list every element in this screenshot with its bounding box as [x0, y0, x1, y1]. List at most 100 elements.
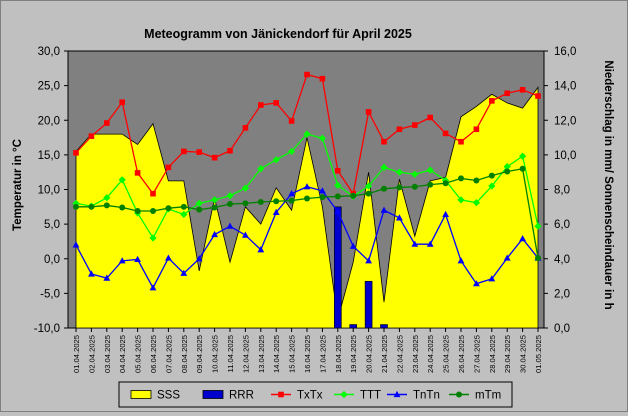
- x-tick-label: 04.04.2025: [118, 335, 127, 373]
- ttt-point: [426, 166, 434, 174]
- txtx-point: [73, 149, 79, 156]
- mtm-point: [350, 192, 357, 199]
- ttt-point: [272, 156, 280, 164]
- tntn-point: [349, 242, 357, 249]
- mtm-legend-marker: [456, 391, 462, 398]
- y2-tick-label: 12,0: [554, 115, 576, 127]
- tntn-point: [319, 187, 326, 194]
- tntn-point: [380, 206, 388, 213]
- y-tick-label: -10,0: [34, 323, 60, 335]
- mtm-point: [211, 204, 218, 211]
- txtx-point: [396, 126, 403, 133]
- tntn-point: [488, 275, 496, 282]
- txtx-point: [273, 100, 279, 106]
- tntn-point: [396, 214, 403, 221]
- txtx-point: [365, 109, 372, 115]
- rrr-legend-label: RRR: [229, 390, 254, 402]
- tntn-point: [149, 284, 157, 291]
- x-tick-label: 22.04.2025: [395, 335, 404, 373]
- x-tick-label: 28.04.2025: [488, 335, 497, 373]
- ttt-point: [365, 182, 373, 190]
- x-tick-label: 11.04.2025: [226, 335, 235, 372]
- y-axis-label: Temperatur in °C: [12, 139, 24, 231]
- txtx-point: [535, 93, 541, 99]
- mtm-point: [504, 168, 511, 175]
- x-tick-label: 21.04.2025: [380, 335, 389, 373]
- mtm-point: [103, 202, 110, 209]
- x-tick-label: 19.04.2025: [349, 335, 358, 373]
- ttt-point: [149, 234, 157, 242]
- x-tick-label: 06.04.2025: [149, 335, 158, 373]
- x-tick-label: 10.04.2025: [211, 335, 220, 373]
- y2-tick-label: 16,0: [554, 46, 576, 58]
- tntn-legend-marker: [393, 390, 401, 398]
- mtm-point: [119, 204, 126, 211]
- rrr-bar: [349, 324, 358, 329]
- mtm-point: [180, 203, 187, 210]
- tntn-point: [272, 208, 280, 215]
- x-tick-label: 15.04.2025: [288, 335, 297, 373]
- txtx-point: [381, 138, 387, 145]
- tntn-point: [519, 235, 526, 242]
- mtm-point: [488, 172, 495, 179]
- y2-tick-label: 6,0: [554, 219, 570, 231]
- y-tick-label: 20,0: [38, 115, 60, 127]
- mtm-point: [365, 190, 372, 197]
- mtm-point: [396, 184, 403, 191]
- x-tick-label: 12.04.2025: [241, 335, 250, 373]
- txtx-point: [242, 125, 249, 131]
- tntn-point: [226, 222, 234, 229]
- tntn-point: [411, 240, 419, 247]
- txtx-legend-marker: [278, 391, 284, 398]
- mtm-point: [88, 203, 95, 210]
- txtx-point: [258, 102, 264, 108]
- mtm-point: [535, 255, 541, 262]
- tntn-point: [165, 254, 172, 261]
- tntn-point: [426, 240, 434, 247]
- ttt-legend-label: TTT: [360, 390, 381, 402]
- tntn-point: [103, 274, 111, 281]
- tntn-point: [72, 241, 80, 248]
- ttt-point: [318, 134, 326, 142]
- x-tick-label: 16.04.2025: [303, 335, 312, 373]
- x-tick-label: 03.04.2025: [103, 335, 112, 373]
- txtx-point: [442, 130, 449, 137]
- tntn-point: [180, 269, 188, 276]
- y-tick-label: 0,0: [44, 254, 60, 266]
- x-tick-label: 29.04.2025: [503, 335, 512, 373]
- txtx-point: [504, 90, 510, 97]
- y2-tick-label: 10,0: [554, 150, 576, 162]
- mtm-point: [257, 198, 264, 205]
- y2-tick-label: 0,0: [554, 323, 570, 335]
- ttt-point: [380, 163, 388, 171]
- y2-tick-label: 8,0: [554, 185, 570, 197]
- tntn-point: [257, 246, 265, 253]
- tntn-point: [288, 190, 295, 197]
- ttt-point: [211, 196, 219, 204]
- y2-axis-label: Niederschlag in mm/ Sonnenscheindauer in…: [602, 60, 614, 309]
- y-tick-label: 15,0: [38, 150, 60, 162]
- tntn-point: [457, 257, 465, 264]
- tntn-point: [303, 183, 311, 190]
- ttt-point: [118, 176, 126, 184]
- x-tick-label: 01.04.2025: [72, 335, 81, 373]
- y-tick-label: -5,0: [40, 288, 60, 300]
- txtx-legend-label: TxTx: [297, 390, 323, 402]
- rrr-bar: [333, 206, 342, 329]
- ttt-point: [303, 130, 311, 138]
- ttt-point: [226, 192, 234, 200]
- mtm-legend-label: mTm: [475, 390, 501, 402]
- mtm-point: [411, 183, 418, 190]
- chart-title: Meteogramm von Jänickendorf für April 20…: [144, 27, 412, 41]
- rrr-legend-swatch: [202, 390, 224, 399]
- x-tick-label: 07.04.2025: [164, 335, 173, 373]
- mtm-point: [334, 193, 341, 200]
- mtm-point: [165, 205, 172, 212]
- tntn-point: [334, 208, 342, 215]
- x-tick-label: 01.05.2025: [534, 335, 543, 373]
- txtx-point: [196, 149, 202, 155]
- rrr-bar: [380, 324, 388, 329]
- mtm-point: [73, 203, 79, 210]
- tntn-legend-label: TnTn: [413, 390, 440, 402]
- txtx-point: [335, 168, 341, 174]
